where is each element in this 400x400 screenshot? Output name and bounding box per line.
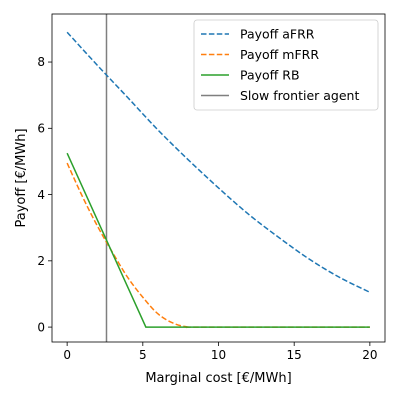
x-tick-label: 15 xyxy=(287,348,302,362)
legend-label: Slow frontier agent xyxy=(240,88,359,103)
series-payoff-mfrr xyxy=(66,162,370,329)
x-tick-label: 10 xyxy=(211,348,226,362)
y-axis-label: Payoff [€/MWh] xyxy=(14,128,29,227)
legend-label: Payoff mFRR xyxy=(240,47,319,62)
x-tick-label: 0 xyxy=(63,348,71,362)
y-tick-label: 0 xyxy=(37,320,45,334)
series-payoff-rb xyxy=(66,152,370,328)
chart-marks xyxy=(66,14,371,342)
x-axis-ticks: 0 5 10 15 20 xyxy=(63,342,378,362)
y-axis-ticks: 0 2 4 6 8 xyxy=(37,55,52,334)
y-tick-label: 8 xyxy=(37,55,45,69)
series-payoff-afrr xyxy=(66,31,371,293)
x-tick-label: 5 xyxy=(139,348,147,362)
x-axis-label: Marginal cost [€/MWh] xyxy=(145,371,291,386)
legend-label: Payoff RB xyxy=(240,68,300,83)
legend-label: Payoff aFRR xyxy=(240,27,315,42)
y-tick-label: 4 xyxy=(37,188,45,202)
legend-items: Payoff aFRR Payoff mFRR Payoff RB Slow fron… xyxy=(201,27,359,103)
legend-frame xyxy=(193,19,379,111)
y-tick-label: 6 xyxy=(37,122,45,136)
y-tick-label: 2 xyxy=(37,254,45,268)
x-tick-label: 20 xyxy=(362,348,377,362)
legend: Payoff aFRR Payoff mFRR Payoff RB Slow fron… xyxy=(193,19,379,111)
